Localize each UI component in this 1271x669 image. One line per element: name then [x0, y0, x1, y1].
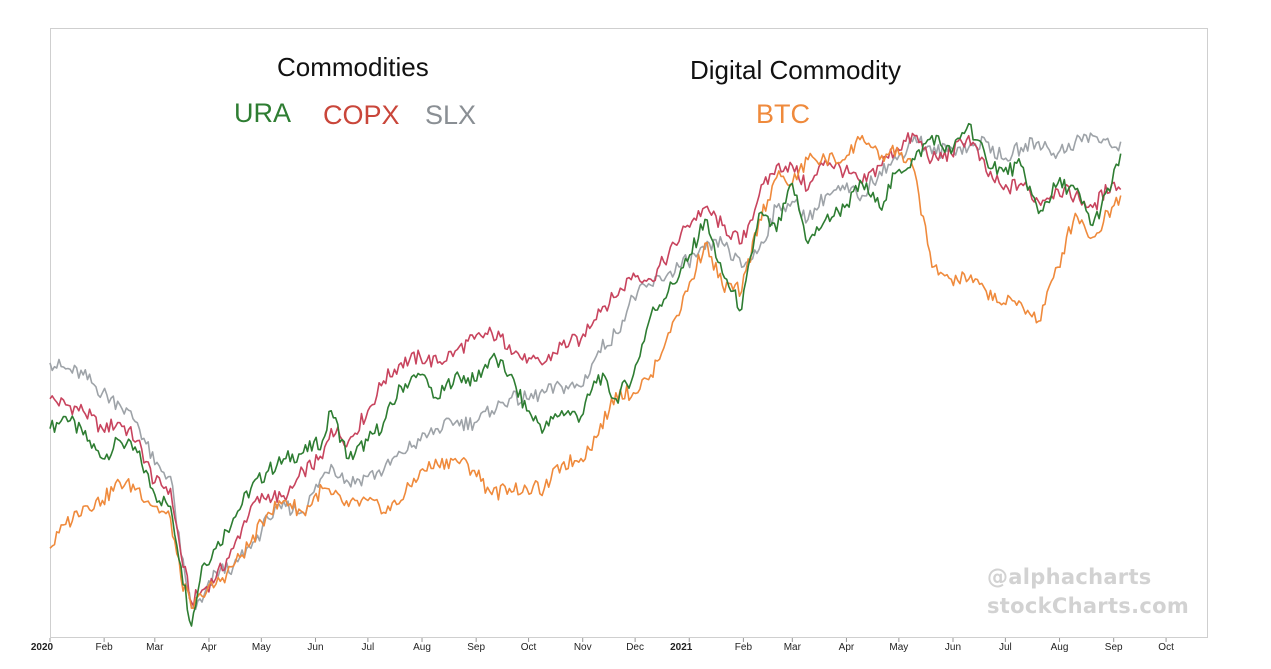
series-line-copx [49, 132, 1122, 607]
x-tick-label: Oct [521, 642, 537, 653]
legend-ura: URA [234, 98, 292, 128]
x-tick-label: 2020 [31, 642, 54, 653]
chart-frame [50, 28, 1208, 638]
watermark-handle: @alphacharts [987, 565, 1152, 589]
x-tick-label: Apr [201, 642, 217, 653]
x-tick-label: Mar [784, 642, 802, 653]
x-tick-label: 2021 [670, 642, 693, 653]
x-tick-label: Apr [839, 642, 855, 653]
x-tick-label: Aug [413, 642, 431, 653]
x-tick-label: Feb [96, 642, 114, 653]
series-lines [49, 122, 1122, 627]
x-tick-label: Aug [1051, 642, 1069, 653]
x-tick-label: Mar [146, 642, 164, 653]
x-tick-label: Sep [1105, 642, 1123, 653]
legend-copx: COPX [323, 100, 400, 130]
watermark-site: stockCharts.com [987, 594, 1190, 618]
x-tick-label: May [252, 642, 271, 653]
series-line-slx [49, 132, 1122, 610]
x-tick-label: May [889, 642, 908, 653]
x-tick-label: Jul [999, 642, 1012, 653]
x-tick-label: Dec [626, 642, 644, 653]
x-tick-label: Nov [574, 642, 592, 653]
x-tick-label: Jun [307, 642, 323, 653]
chart-title-commodities: Commodities [277, 52, 429, 82]
x-tick-label: Jul [361, 642, 374, 653]
series-line-ura [49, 122, 1122, 627]
chart-title-digital-commodity: Digital Commodity [690, 55, 901, 85]
series-line-btc [49, 134, 1122, 609]
legend-slx: SLX [425, 100, 477, 130]
x-axis: 2020 Feb Mar Apr May Jun Jul Aug Sep Oct Nov Dec 202… [31, 638, 1174, 653]
x-tick-label: Jun [945, 642, 961, 653]
x-tick-label: Sep [467, 642, 485, 653]
legend-btc: BTC [756, 99, 810, 129]
x-tick-label: Oct [1158, 642, 1174, 653]
x-tick-label: Feb [735, 642, 753, 653]
